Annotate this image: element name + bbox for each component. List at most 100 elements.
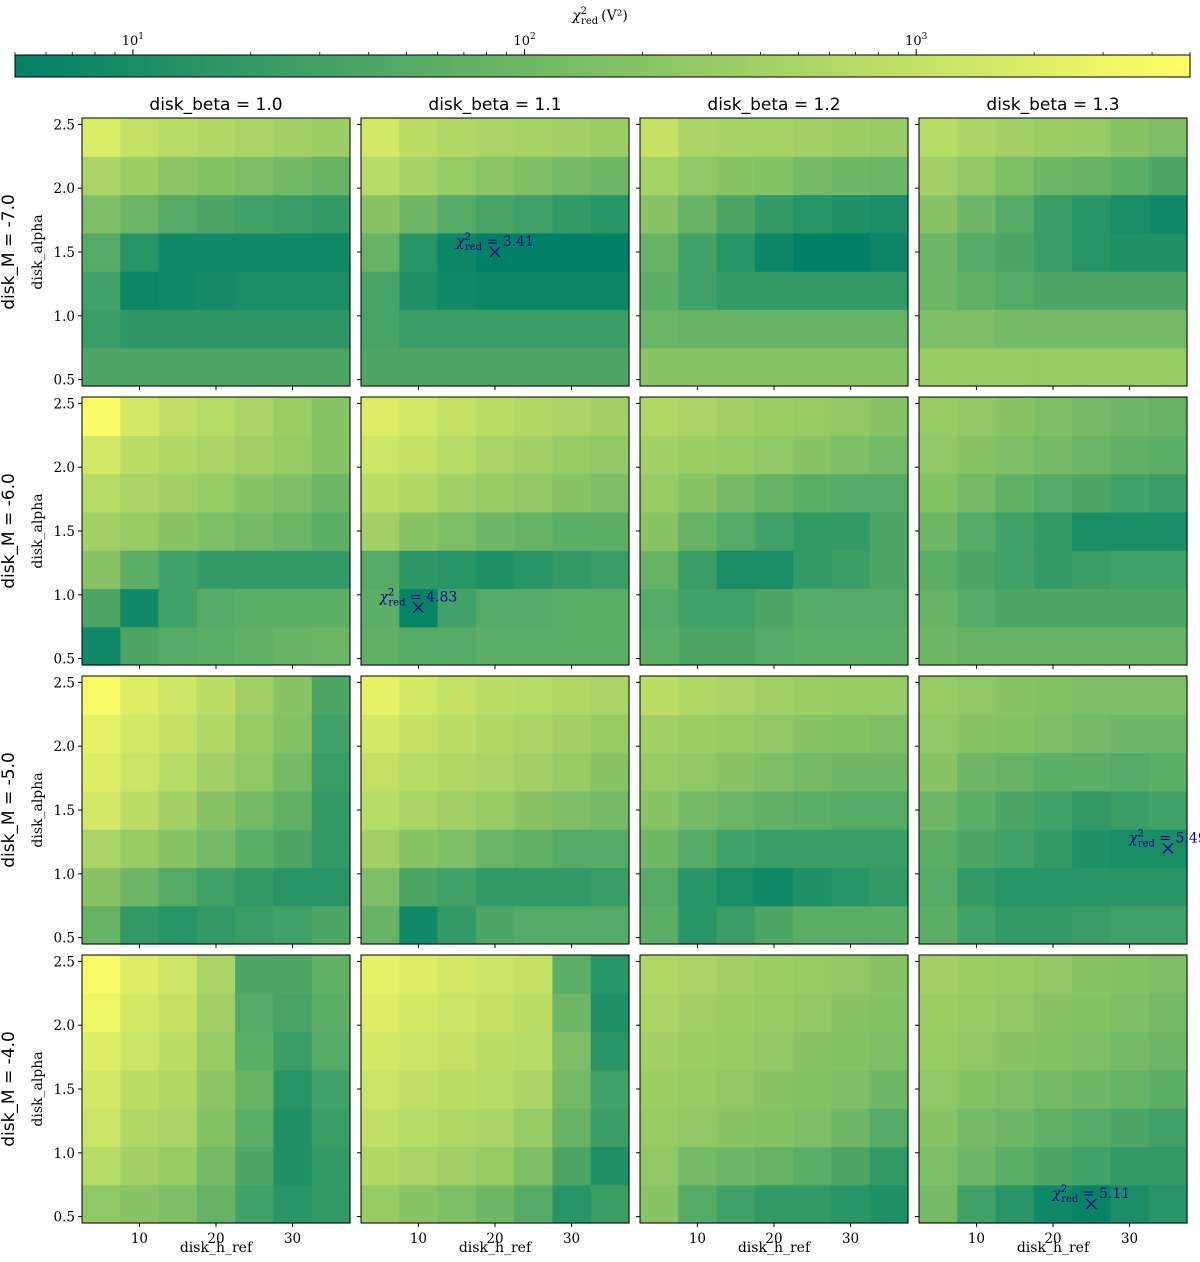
heatmap-cell (552, 550, 592, 590)
heatmap-cell (311, 626, 351, 666)
heatmap-cell (640, 118, 679, 157)
heatmap-cell (82, 194, 121, 234)
heatmap-cell (957, 867, 997, 907)
heatmap-cell (361, 347, 400, 387)
heatmap-cell (273, 993, 313, 1033)
heatmap-cell (235, 271, 275, 311)
heatmap-cell (957, 156, 997, 196)
heatmap-cell (158, 435, 198, 475)
heatmap-cell (869, 118, 909, 157)
heatmap-cell (399, 194, 439, 234)
heatmap-cell (196, 588, 236, 628)
heatmap-cell (869, 1031, 909, 1071)
colorbar-tick-label: 101 (122, 32, 144, 49)
heatmap-cell (1033, 676, 1073, 715)
heatmap-cell (1148, 473, 1188, 513)
heatmap-cell (361, 1031, 400, 1071)
heatmap-cell (716, 1108, 756, 1148)
heatmap-cell (196, 232, 236, 272)
heatmap-cell (158, 714, 198, 754)
colorbar-gradient (14, 54, 1191, 78)
heatmap-cell (196, 955, 236, 994)
heatmap-cell (437, 790, 477, 830)
heatmap-cell (552, 435, 592, 475)
heatmap-cell (120, 905, 160, 945)
heatmap-cell (1110, 588, 1150, 628)
heatmap-cell (1033, 550, 1073, 590)
heatmap-cell (831, 752, 871, 792)
heatmap-cell (361, 993, 400, 1033)
heatmap-cell (957, 829, 997, 869)
heatmap-cell (716, 829, 756, 869)
heatmap-cell (1072, 714, 1112, 754)
heatmap-cell (273, 676, 313, 715)
heatmap-cell (831, 397, 871, 436)
heatmap-cell (552, 588, 592, 628)
heatmap-cell (437, 271, 477, 311)
heatmap-cell (640, 676, 679, 715)
heatmap-cell (552, 676, 592, 715)
heatmap-cell (235, 194, 275, 234)
heatmap-cell (716, 676, 756, 715)
heatmap-cell (754, 867, 794, 907)
heatmap-cell (311, 752, 351, 792)
heatmap-cell (514, 714, 554, 754)
heatmap-cell (869, 993, 909, 1033)
heatmap-cell (1072, 511, 1112, 551)
heatmap-cell (158, 752, 198, 792)
heatmap-cell (475, 118, 515, 157)
heatmap-cell (196, 271, 236, 311)
heatmap-panel: 0.5 1.0 1.5 2.0 2.5 (54, 396, 351, 669)
heatmap-cell (678, 714, 718, 754)
heatmap-cell (552, 511, 592, 551)
heatmap-cell (1072, 1146, 1112, 1186)
heatmap-cell (273, 1146, 313, 1186)
heatmap-cell (590, 271, 630, 311)
heatmap-cell (995, 271, 1035, 311)
heatmap-cell (590, 118, 630, 157)
heatmap-cell (399, 435, 439, 475)
y-tick-label: 2.0 (54, 181, 75, 197)
heatmap-cell (919, 309, 958, 349)
heatmap-cell (793, 993, 833, 1033)
heatmap-cell (957, 347, 997, 387)
heatmap-cell (995, 1108, 1035, 1148)
heatmap-cell (590, 714, 630, 754)
heatmap-cell (552, 156, 592, 196)
heatmap-cell (399, 829, 439, 869)
row-title: disk_M = -5.0 (0, 752, 19, 868)
heatmap-cell (475, 1146, 515, 1186)
heatmap-cell (919, 397, 958, 436)
heatmap-cell (552, 473, 592, 513)
heatmap-cell (716, 118, 756, 157)
heatmap-cell (640, 1184, 679, 1224)
heatmap-cell (869, 1184, 909, 1224)
heatmap-cell (273, 1184, 313, 1224)
heatmap-cell (716, 511, 756, 551)
heatmap-cell (361, 118, 400, 157)
heatmap-cell (869, 473, 909, 513)
heatmap-cell (120, 232, 160, 272)
x-tick-label: 30 (284, 1231, 301, 1247)
heatmap-cell (995, 232, 1035, 272)
heatmap-cell (1072, 790, 1112, 830)
heatmap-cell (1110, 714, 1150, 754)
heatmap-cell (793, 588, 833, 628)
heatmap-cell (361, 309, 400, 349)
heatmap-cell (399, 905, 439, 945)
column-title: disk_beta = 1.1 (428, 95, 561, 115)
heatmap-cell (869, 905, 909, 945)
heatmap-cell (311, 550, 351, 590)
heatmap-cell (869, 1069, 909, 1109)
x-tick-label: 20 (207, 1231, 224, 1247)
x-axis-label: disk_h_ref (180, 1240, 254, 1256)
heatmap-cell (273, 955, 313, 994)
best-fit-label: χ2 red = 3.41 (455, 232, 534, 253)
heatmap-cell (273, 194, 313, 234)
heatmap-cell (235, 714, 275, 754)
heatmap-cell (995, 993, 1035, 1033)
heatmap-cell (678, 588, 718, 628)
heatmap-cell (82, 511, 121, 551)
heatmap-cell (120, 194, 160, 234)
y-axis-label: disk_alpha (30, 772, 46, 847)
